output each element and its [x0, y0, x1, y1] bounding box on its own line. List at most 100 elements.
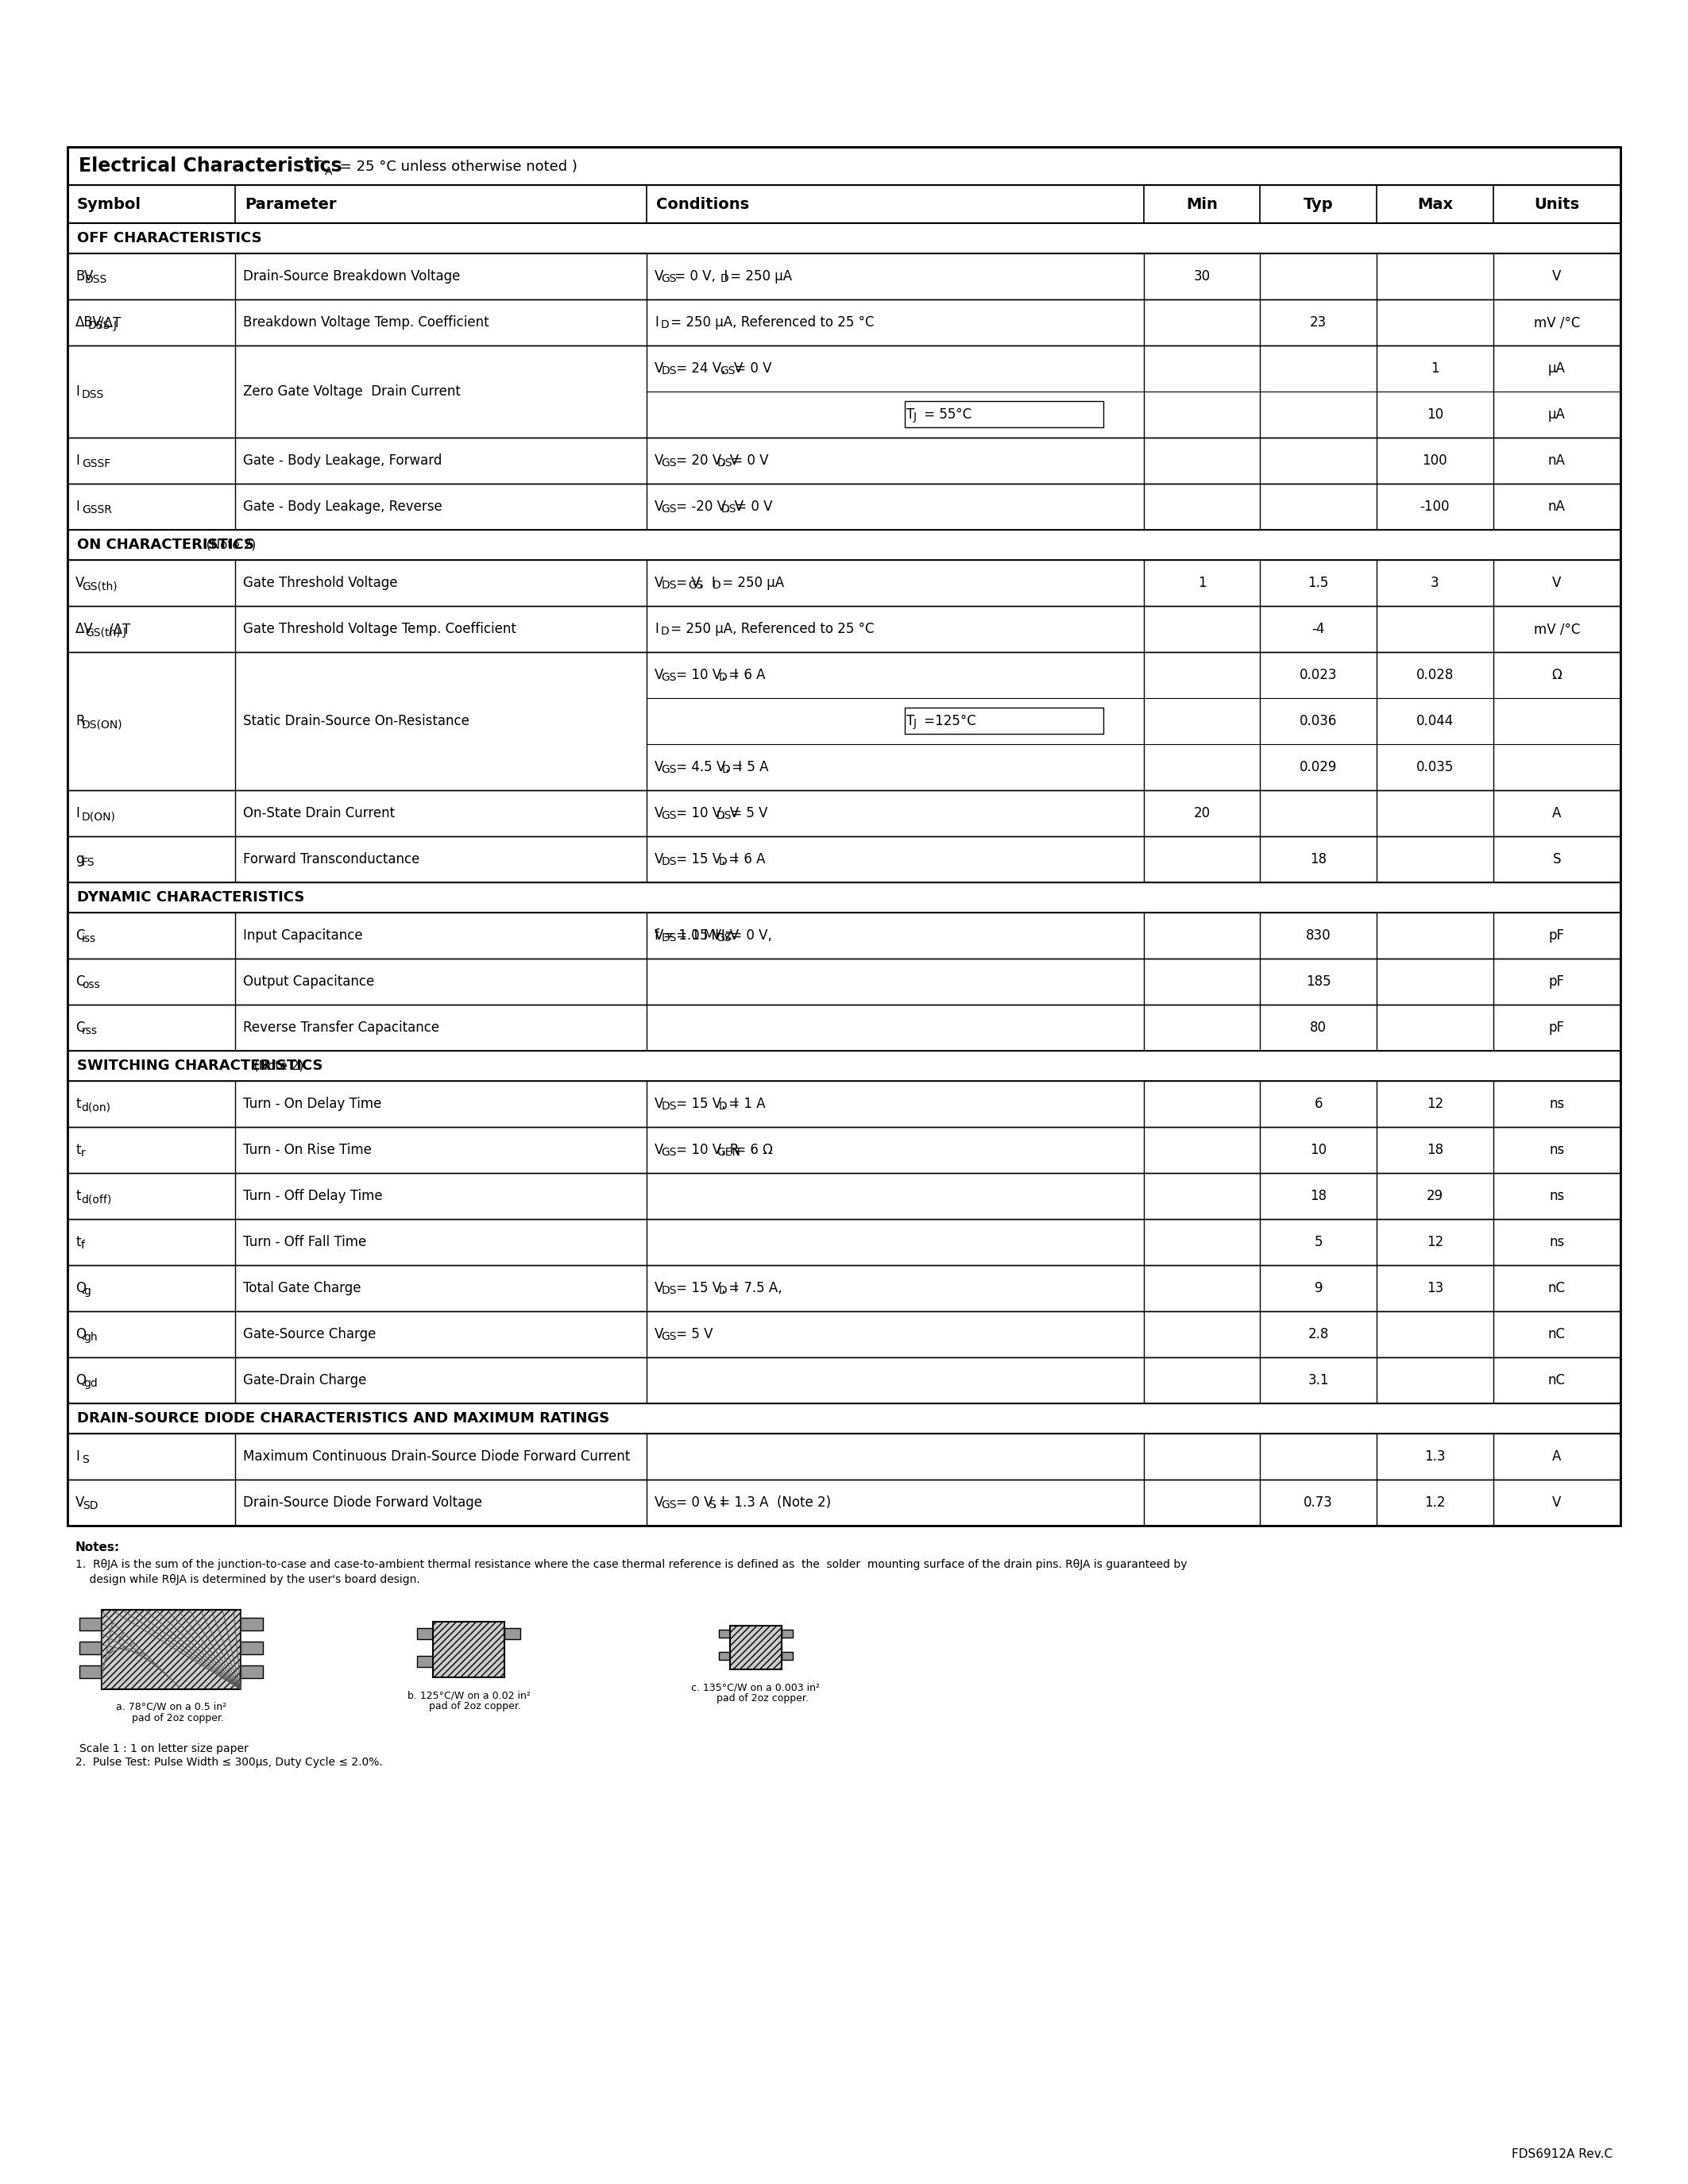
Text: GEN: GEN — [717, 1147, 741, 1158]
Text: rss: rss — [81, 1024, 98, 1037]
Text: -4: -4 — [1312, 622, 1325, 636]
Text: d(off): d(off) — [81, 1195, 111, 1206]
Text: f: f — [81, 1241, 84, 1251]
Text: 29: 29 — [1426, 1188, 1443, 1203]
Text: I: I — [76, 384, 79, 400]
Text: 2.8: 2.8 — [1308, 1328, 1328, 1341]
Text: 10: 10 — [1310, 1142, 1327, 1158]
Text: f = 1.0 MHz: f = 1.0 MHz — [655, 928, 733, 943]
Text: Ω: Ω — [1551, 668, 1561, 681]
Text: = 15 V,  I: = 15 V, I — [672, 852, 738, 867]
Bar — [782, 1629, 793, 1638]
Text: =125°C: =125°C — [920, 714, 976, 727]
Text: GS: GS — [662, 505, 677, 515]
Text: V: V — [655, 1142, 663, 1158]
Text: Total Gate Charge: Total Gate Charge — [243, 1282, 361, 1295]
Text: 23: 23 — [1310, 314, 1327, 330]
Text: 3: 3 — [1431, 577, 1440, 590]
Text: Q: Q — [76, 1374, 86, 1387]
Text: 830: 830 — [1307, 928, 1332, 943]
Text: GS: GS — [662, 1500, 677, 1511]
Bar — [79, 1666, 101, 1677]
Bar — [417, 1627, 432, 1640]
Text: V: V — [655, 500, 663, 513]
Text: = 6 A: = 6 A — [724, 852, 766, 867]
Text: 0.044: 0.044 — [1416, 714, 1453, 727]
Bar — [729, 1625, 782, 1669]
Text: DS: DS — [662, 933, 677, 943]
Text: 0.73: 0.73 — [1303, 1496, 1334, 1509]
Text: g: g — [83, 1286, 91, 1297]
Text: = 25 °C unless otherwise noted ): = 25 °C unless otherwise noted ) — [336, 159, 577, 175]
Text: (T: (T — [304, 159, 322, 175]
Text: = 5 V: = 5 V — [728, 806, 768, 821]
Text: Gate - Body Leakage, Forward: Gate - Body Leakage, Forward — [243, 454, 442, 467]
Text: GS: GS — [662, 810, 677, 821]
Text: S: S — [709, 1500, 716, 1511]
Text: Q: Q — [76, 1282, 86, 1295]
Text: Scale 1 : 1 on letter size paper: Scale 1 : 1 on letter size paper — [79, 1743, 248, 1754]
Text: D: D — [719, 1101, 728, 1112]
Text: g: g — [76, 852, 84, 867]
Text: V: V — [655, 269, 663, 284]
Text: Turn - Off Delay Time: Turn - Off Delay Time — [243, 1188, 383, 1203]
Text: Turn - Off Fall Time: Turn - Off Fall Time — [243, 1234, 366, 1249]
Text: GSSR: GSSR — [81, 505, 111, 515]
Text: SWITCHING CHARACTERISTICS: SWITCHING CHARACTERISTICS — [78, 1059, 322, 1072]
Bar — [101, 1610, 241, 1688]
Text: = 24 V,  V: = 24 V, V — [672, 360, 743, 376]
Text: Input Capacitance: Input Capacitance — [243, 928, 363, 943]
Text: D: D — [660, 319, 668, 330]
Text: 30: 30 — [1193, 269, 1210, 284]
Text: SD: SD — [83, 1500, 98, 1511]
Text: 12: 12 — [1426, 1096, 1443, 1112]
Text: GS: GS — [662, 456, 677, 470]
Text: 1: 1 — [1431, 360, 1440, 376]
Text: 1: 1 — [1198, 577, 1207, 590]
Text: GSSF: GSSF — [81, 459, 111, 470]
Text: nA: nA — [1548, 500, 1565, 513]
Text: GS: GS — [662, 1147, 677, 1158]
Text: I: I — [76, 500, 79, 513]
Text: a. 78°C/W on a 0.5 in²: a. 78°C/W on a 0.5 in² — [116, 1701, 226, 1712]
Text: I: I — [76, 806, 79, 821]
Text: 1.2: 1.2 — [1425, 1496, 1445, 1509]
Text: D: D — [719, 856, 728, 867]
Text: oss: oss — [81, 978, 100, 989]
Text: = 0 V,  I: = 0 V, I — [670, 269, 728, 284]
Text: D: D — [721, 764, 729, 775]
Text: ns: ns — [1550, 1234, 1565, 1249]
Text: GS: GS — [662, 273, 677, 284]
Text: I: I — [655, 622, 658, 636]
Text: D: D — [719, 673, 728, 684]
Text: = -20 V, V: = -20 V, V — [672, 500, 744, 513]
Text: 80: 80 — [1310, 1020, 1327, 1035]
Text: pF: pF — [1550, 974, 1565, 989]
Text: J: J — [913, 719, 917, 729]
Text: r: r — [81, 1147, 86, 1160]
Text: μA: μA — [1548, 408, 1565, 422]
Text: T: T — [906, 714, 915, 727]
Text: = 10 V, V: = 10 V, V — [672, 806, 739, 821]
Text: GS(th): GS(th) — [81, 581, 116, 592]
Text: DS: DS — [721, 505, 736, 515]
Text: (Note 2): (Note 2) — [199, 539, 257, 550]
Text: I: I — [76, 454, 79, 467]
Text: = 1 A: = 1 A — [724, 1096, 766, 1112]
Text: FS: FS — [81, 856, 95, 867]
Text: C: C — [76, 974, 84, 989]
Text: D: D — [660, 627, 668, 638]
Text: Static Drain-Source On-Resistance: Static Drain-Source On-Resistance — [243, 714, 469, 727]
Text: GS: GS — [719, 365, 736, 376]
Bar — [101, 1610, 241, 1688]
Text: A: A — [1553, 1450, 1561, 1463]
Text: 1.  RθJA is the sum of the junction-to-case and case-to-ambient thermal resistan: 1. RθJA is the sum of the junction-to-ca… — [76, 1559, 1187, 1570]
Text: 9: 9 — [1315, 1282, 1323, 1295]
Text: nC: nC — [1548, 1282, 1565, 1295]
Text: nC: nC — [1548, 1374, 1565, 1387]
Bar — [68, 146, 1620, 1527]
Text: = 4.5 V,  I: = 4.5 V, I — [672, 760, 743, 775]
Text: = 15 V, V: = 15 V, V — [672, 928, 739, 943]
Text: GS: GS — [689, 579, 704, 592]
Text: t: t — [76, 1234, 81, 1249]
